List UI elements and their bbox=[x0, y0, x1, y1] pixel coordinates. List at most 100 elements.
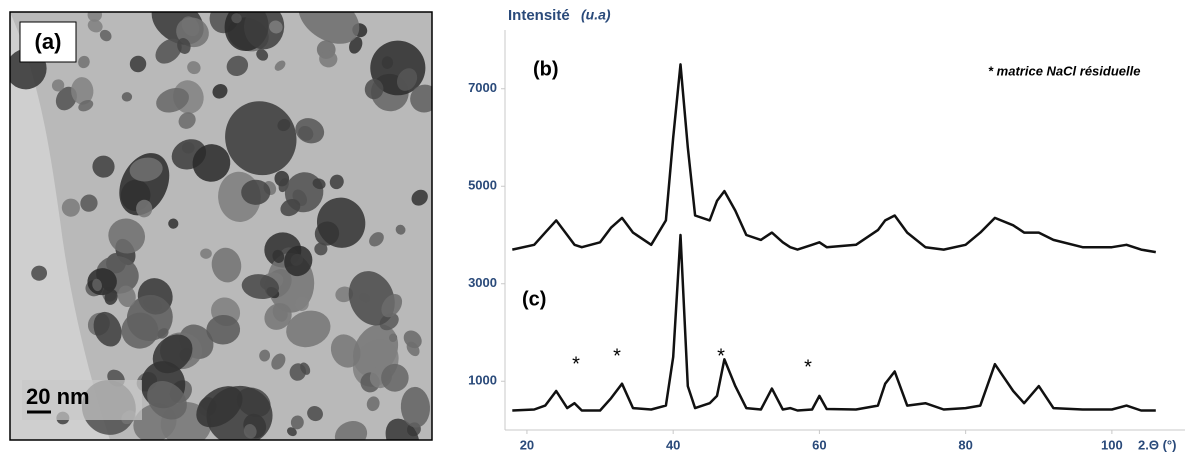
particle bbox=[366, 396, 380, 412]
particle bbox=[271, 353, 286, 370]
particle bbox=[396, 68, 418, 91]
particle bbox=[206, 314, 241, 345]
particle bbox=[314, 242, 328, 256]
particle bbox=[243, 12, 285, 50]
particle bbox=[168, 218, 179, 229]
particle bbox=[269, 20, 283, 34]
particle bbox=[290, 415, 304, 430]
y-axis-unit: (u.a) bbox=[581, 7, 611, 23]
particle bbox=[80, 194, 98, 212]
y-tick-label: 3000 bbox=[468, 275, 497, 290]
series-line bbox=[512, 63, 1157, 254]
particle bbox=[272, 303, 288, 322]
y-tick-label: 7000 bbox=[468, 80, 497, 95]
particle bbox=[226, 55, 249, 76]
particle bbox=[155, 38, 182, 64]
particle bbox=[381, 294, 403, 318]
x-tick-label: 40 bbox=[666, 437, 680, 452]
particle bbox=[212, 84, 228, 99]
particle bbox=[369, 232, 384, 247]
particle bbox=[359, 293, 371, 303]
nacl-marker: * bbox=[717, 345, 725, 367]
particle bbox=[51, 79, 65, 92]
particle bbox=[187, 61, 201, 75]
panel-label: (a) bbox=[35, 29, 62, 54]
particle bbox=[108, 218, 146, 254]
particle bbox=[92, 278, 102, 292]
particle bbox=[156, 87, 189, 113]
nacl-marker: * bbox=[804, 356, 812, 378]
particle bbox=[211, 247, 242, 283]
x-tick-label: 100 bbox=[1101, 437, 1123, 452]
particle bbox=[334, 420, 368, 440]
particle bbox=[316, 197, 366, 248]
particle bbox=[87, 19, 103, 33]
particle bbox=[99, 29, 112, 42]
x-tick-label: 20 bbox=[520, 437, 534, 452]
panel-label-box bbox=[19, 21, 77, 63]
particle bbox=[330, 334, 361, 368]
particle bbox=[87, 12, 103, 22]
x-axis-label: 2.Θ (°) bbox=[1138, 437, 1176, 452]
particle bbox=[364, 78, 384, 100]
particle bbox=[121, 312, 159, 349]
particle bbox=[192, 144, 231, 182]
particle bbox=[286, 310, 331, 348]
particle bbox=[152, 334, 193, 374]
particle bbox=[78, 99, 94, 112]
particle bbox=[295, 296, 309, 311]
particle bbox=[104, 289, 118, 305]
particle bbox=[231, 13, 242, 24]
particle bbox=[225, 101, 297, 176]
particle bbox=[300, 362, 311, 375]
particle bbox=[196, 386, 243, 428]
y-axis-label: Intensité bbox=[508, 7, 570, 24]
particle bbox=[129, 157, 163, 182]
particle bbox=[243, 424, 257, 439]
particle bbox=[307, 406, 323, 422]
annotation: * matrice NaCl résiduelle bbox=[988, 63, 1140, 78]
xrd-chart: Intensité (u.a) 2.Θ (°) * matrice NaCl r… bbox=[468, 7, 1185, 452]
particle bbox=[286, 427, 297, 437]
particle bbox=[93, 311, 122, 347]
particle bbox=[200, 248, 212, 259]
particle bbox=[349, 36, 363, 54]
particle bbox=[381, 363, 409, 392]
particle bbox=[295, 118, 325, 144]
particle bbox=[298, 12, 360, 44]
particle bbox=[78, 55, 90, 69]
series-line bbox=[512, 233, 1156, 412]
particle bbox=[259, 349, 271, 362]
particle bbox=[31, 265, 48, 281]
y-tick-label: 5000 bbox=[468, 178, 497, 193]
particle bbox=[272, 249, 285, 263]
particle bbox=[290, 253, 304, 266]
particle bbox=[178, 112, 196, 129]
particle bbox=[406, 341, 420, 357]
particle bbox=[280, 198, 301, 217]
particle bbox=[411, 189, 428, 206]
particle bbox=[92, 155, 115, 178]
x-tick-label: 80 bbox=[958, 437, 972, 452]
particle bbox=[177, 38, 191, 54]
particle bbox=[147, 380, 187, 420]
particle bbox=[121, 92, 133, 102]
particle bbox=[335, 286, 354, 303]
particle bbox=[117, 285, 136, 308]
particle bbox=[385, 418, 420, 440]
particle bbox=[329, 174, 344, 190]
tem-image bbox=[10, 12, 432, 440]
tem-frame bbox=[9, 11, 433, 441]
particle bbox=[129, 55, 147, 73]
particle bbox=[312, 178, 326, 190]
particle bbox=[274, 60, 286, 71]
nacl-marker: * bbox=[572, 353, 580, 375]
series-label: (b) bbox=[533, 58, 559, 80]
particle bbox=[71, 77, 94, 105]
particle bbox=[395, 224, 406, 235]
particle bbox=[241, 274, 279, 300]
particle bbox=[136, 199, 153, 218]
y-tick-label: 1000 bbox=[468, 373, 497, 388]
particle bbox=[319, 50, 338, 68]
x-tick-label: 60 bbox=[812, 437, 826, 452]
